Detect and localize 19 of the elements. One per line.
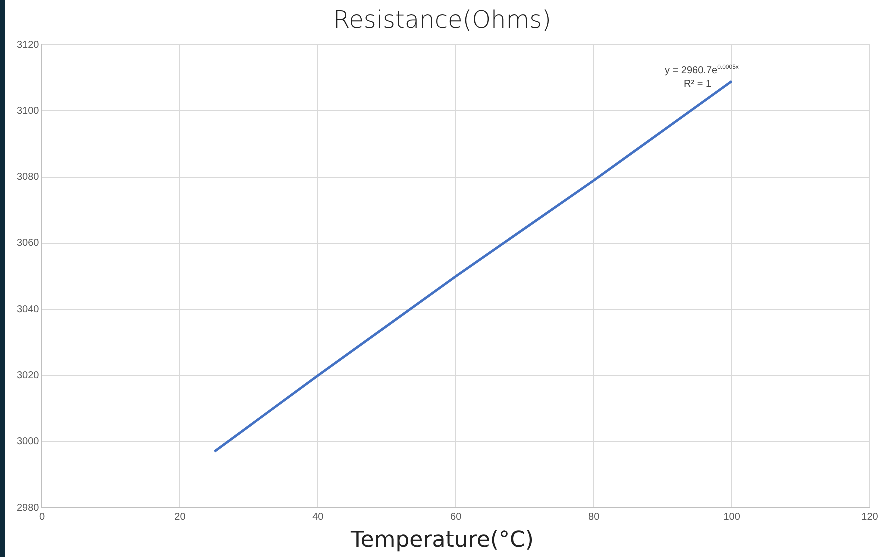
y-tick-label: 2980 — [16, 502, 40, 514]
y-tick-label: 3080 — [16, 172, 40, 184]
annotation: y = 2960.7e$^{0.0005x}$ — [665, 65, 739, 77]
chart-title: Resistance(Ohms) — [332, 6, 553, 34]
x-tick-label: 40 — [312, 512, 324, 523]
y-tick-label: 3020 — [16, 370, 40, 382]
y-tick-label: 3100 — [16, 106, 40, 117]
y-tick-label: 3040 — [16, 304, 40, 316]
x-tick-label: 60 — [450, 512, 462, 523]
y-tick-label: 3060 — [16, 238, 40, 250]
x-tick-label: 100 — [724, 512, 741, 523]
x-tick-label: 20 — [174, 512, 186, 523]
x-axis-title: Temperature(°C) — [350, 528, 535, 553]
y-tick-label: 3120 — [16, 40, 40, 51]
x-tick-label: 120 — [862, 512, 879, 523]
x-tick-label: 0 — [39, 512, 46, 523]
x-tick-label: 80 — [588, 512, 600, 523]
y-tick-label: 3000 — [16, 436, 40, 448]
annotation: R² = 1 — [684, 79, 712, 90]
